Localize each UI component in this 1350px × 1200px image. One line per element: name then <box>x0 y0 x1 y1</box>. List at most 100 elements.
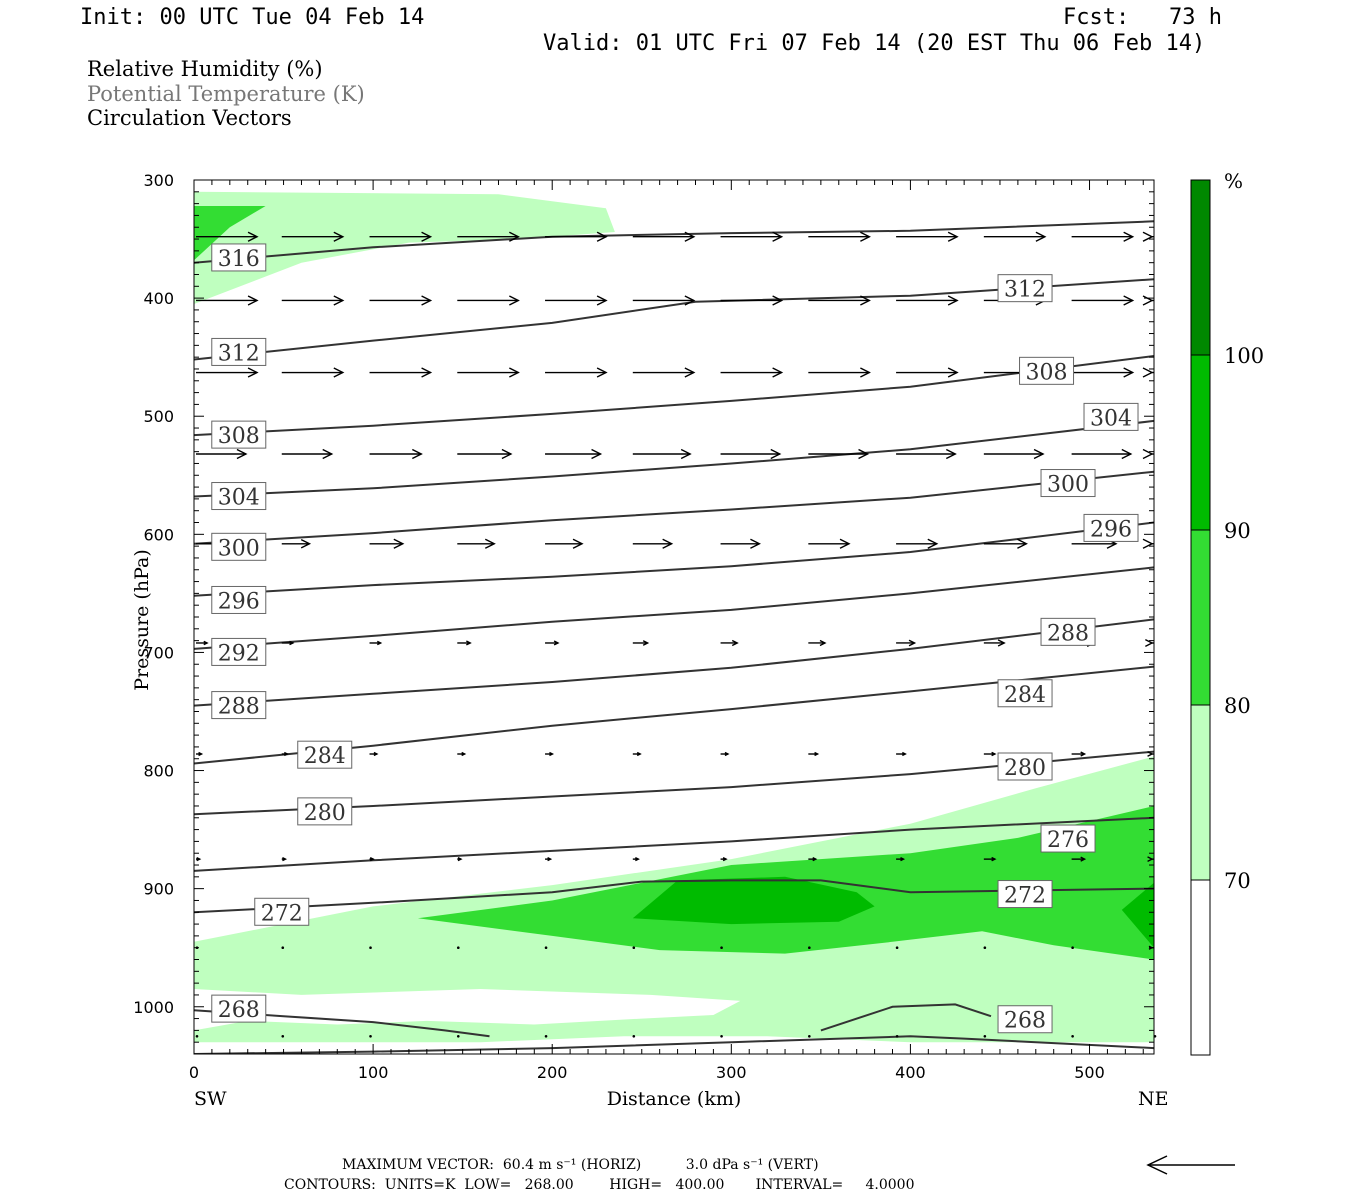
circulation-vector <box>281 448 334 460</box>
svg-text:280: 280 <box>304 801 346 826</box>
theta-contour-label: 272 <box>997 880 1053 909</box>
init-time: Init: 00 UTC Tue 04 Feb 14 <box>80 5 425 30</box>
circulation-vector <box>720 856 728 862</box>
circulation-vector <box>720 295 784 306</box>
circulation-vector <box>545 367 608 378</box>
circulation-vector <box>720 946 723 950</box>
circulation-vector <box>369 538 405 549</box>
theta-contour-316 <box>194 220 1154 264</box>
y-tick-label: 600 <box>143 525 174 544</box>
circulation-vector <box>896 367 959 378</box>
theta-contour-label: 300 <box>1040 469 1096 498</box>
theta-contour-label: 272 <box>254 897 310 926</box>
circulation-vector <box>369 231 433 242</box>
circulation-vector <box>196 231 259 242</box>
circulation-vector <box>545 640 560 646</box>
theta-contour-label: 304 <box>1083 402 1139 431</box>
circulation-vector <box>632 856 640 862</box>
theta-contour-label: 280 <box>297 797 353 826</box>
rh-region-80-90 <box>194 206 266 261</box>
circulation-vector <box>369 640 383 646</box>
circulation-vector <box>1071 1034 1074 1038</box>
theta-contour-label: 268 <box>997 1005 1053 1034</box>
circulation-vector <box>983 751 997 757</box>
circulation-vector <box>281 1034 285 1038</box>
circulation-vector <box>632 538 674 549</box>
circulation-vector <box>457 856 463 862</box>
theta-contour-276 <box>194 816 1154 872</box>
theta-contour-label: 288 <box>211 691 267 720</box>
circulation-vector <box>281 231 345 242</box>
circulation-vector <box>896 751 907 757</box>
x-tick-label: 100 <box>358 1063 389 1082</box>
theta-contour-288 <box>194 618 1154 707</box>
legend-theta: Potential Temperature (K) <box>87 82 365 106</box>
x-tick-label: 400 <box>895 1063 926 1082</box>
circulation-vector <box>1142 295 1154 306</box>
circulation-vector <box>281 640 295 646</box>
svg-text:280: 280 <box>1004 756 1046 781</box>
theta-contour-272 <box>194 879 1154 914</box>
circulation-vector <box>456 946 460 950</box>
endpoint-sw: SW <box>194 1088 227 1110</box>
svg-text:308: 308 <box>1026 360 1068 385</box>
forecast-hour: Fcst: 73 h <box>1063 5 1222 30</box>
theta-contour-label: 308 <box>211 420 267 449</box>
x-tick-label: 300 <box>716 1063 747 1082</box>
circulation-vector <box>545 538 584 549</box>
theta-contour-label: 312 <box>211 337 267 366</box>
circulation-vector <box>1071 231 1135 242</box>
circulation-vector <box>281 367 345 378</box>
y-tick-label: 800 <box>143 762 174 781</box>
circulation-vector <box>1071 946 1074 950</box>
circulation-vector <box>196 367 259 378</box>
circulation-vector <box>720 639 739 647</box>
svg-text:304: 304 <box>1090 406 1132 431</box>
svg-text:300: 300 <box>218 536 260 561</box>
circulation-vector <box>196 448 248 460</box>
circulation-vector <box>281 538 312 549</box>
circulation-vector <box>808 448 870 460</box>
theta-contour-label: 296 <box>211 585 267 614</box>
circulation-vector <box>983 448 1045 460</box>
circulation-vector <box>1071 295 1135 306</box>
theta-contour-label: 284 <box>997 679 1053 708</box>
circulation-vector <box>808 639 827 647</box>
circulation-vector <box>632 231 696 242</box>
circulation-vector <box>545 231 608 242</box>
theta-contour-label: 308 <box>1019 356 1075 385</box>
circulation-vector <box>456 1034 460 1038</box>
circulation-vector <box>281 751 289 757</box>
circulation-vector <box>808 231 871 242</box>
circulation-vector <box>983 639 1006 647</box>
theta-contour-300 <box>194 470 1154 545</box>
circulation-vector <box>632 367 696 378</box>
theta-contour-label: 276 <box>1040 824 1096 853</box>
svg-text:272: 272 <box>261 901 303 926</box>
x-tick-label: 0 <box>189 1063 199 1082</box>
circulation-vector <box>983 538 1028 549</box>
circulation-vector <box>632 448 692 460</box>
circulation-vector <box>720 538 761 549</box>
valid-time: Valid: 01 UTC Fri 07 Feb 14 (20 EST Thu … <box>543 31 1206 56</box>
svg-text:276: 276 <box>1047 828 1089 853</box>
circulation-vector <box>457 538 496 549</box>
theta-contour-label: 312 <box>997 274 1053 303</box>
circulation-vector <box>983 856 997 862</box>
circulation-vector <box>983 231 1047 242</box>
colorbar-unit: % <box>1224 169 1243 193</box>
circulation-vector <box>896 639 917 647</box>
circulation-vector <box>369 1034 372 1038</box>
rh-region-90-100 <box>632 876 875 925</box>
colorbar-segment <box>1190 529 1211 706</box>
circulation-vector <box>896 856 906 862</box>
circulation-vector <box>1142 538 1154 549</box>
circulation-vector <box>720 231 784 242</box>
rh-shading-layer <box>194 191 1154 1043</box>
circulation-vector <box>895 946 899 950</box>
colorbar-label: 100 <box>1224 344 1264 368</box>
axes-layer: 300 400 500 600 700 800 900 1000 0 100 200 300 400 50… <box>133 171 1154 1082</box>
circulation-vector <box>369 856 375 862</box>
theta-contour-label: 296 <box>1083 513 1139 542</box>
svg-text:308: 308 <box>218 424 260 449</box>
